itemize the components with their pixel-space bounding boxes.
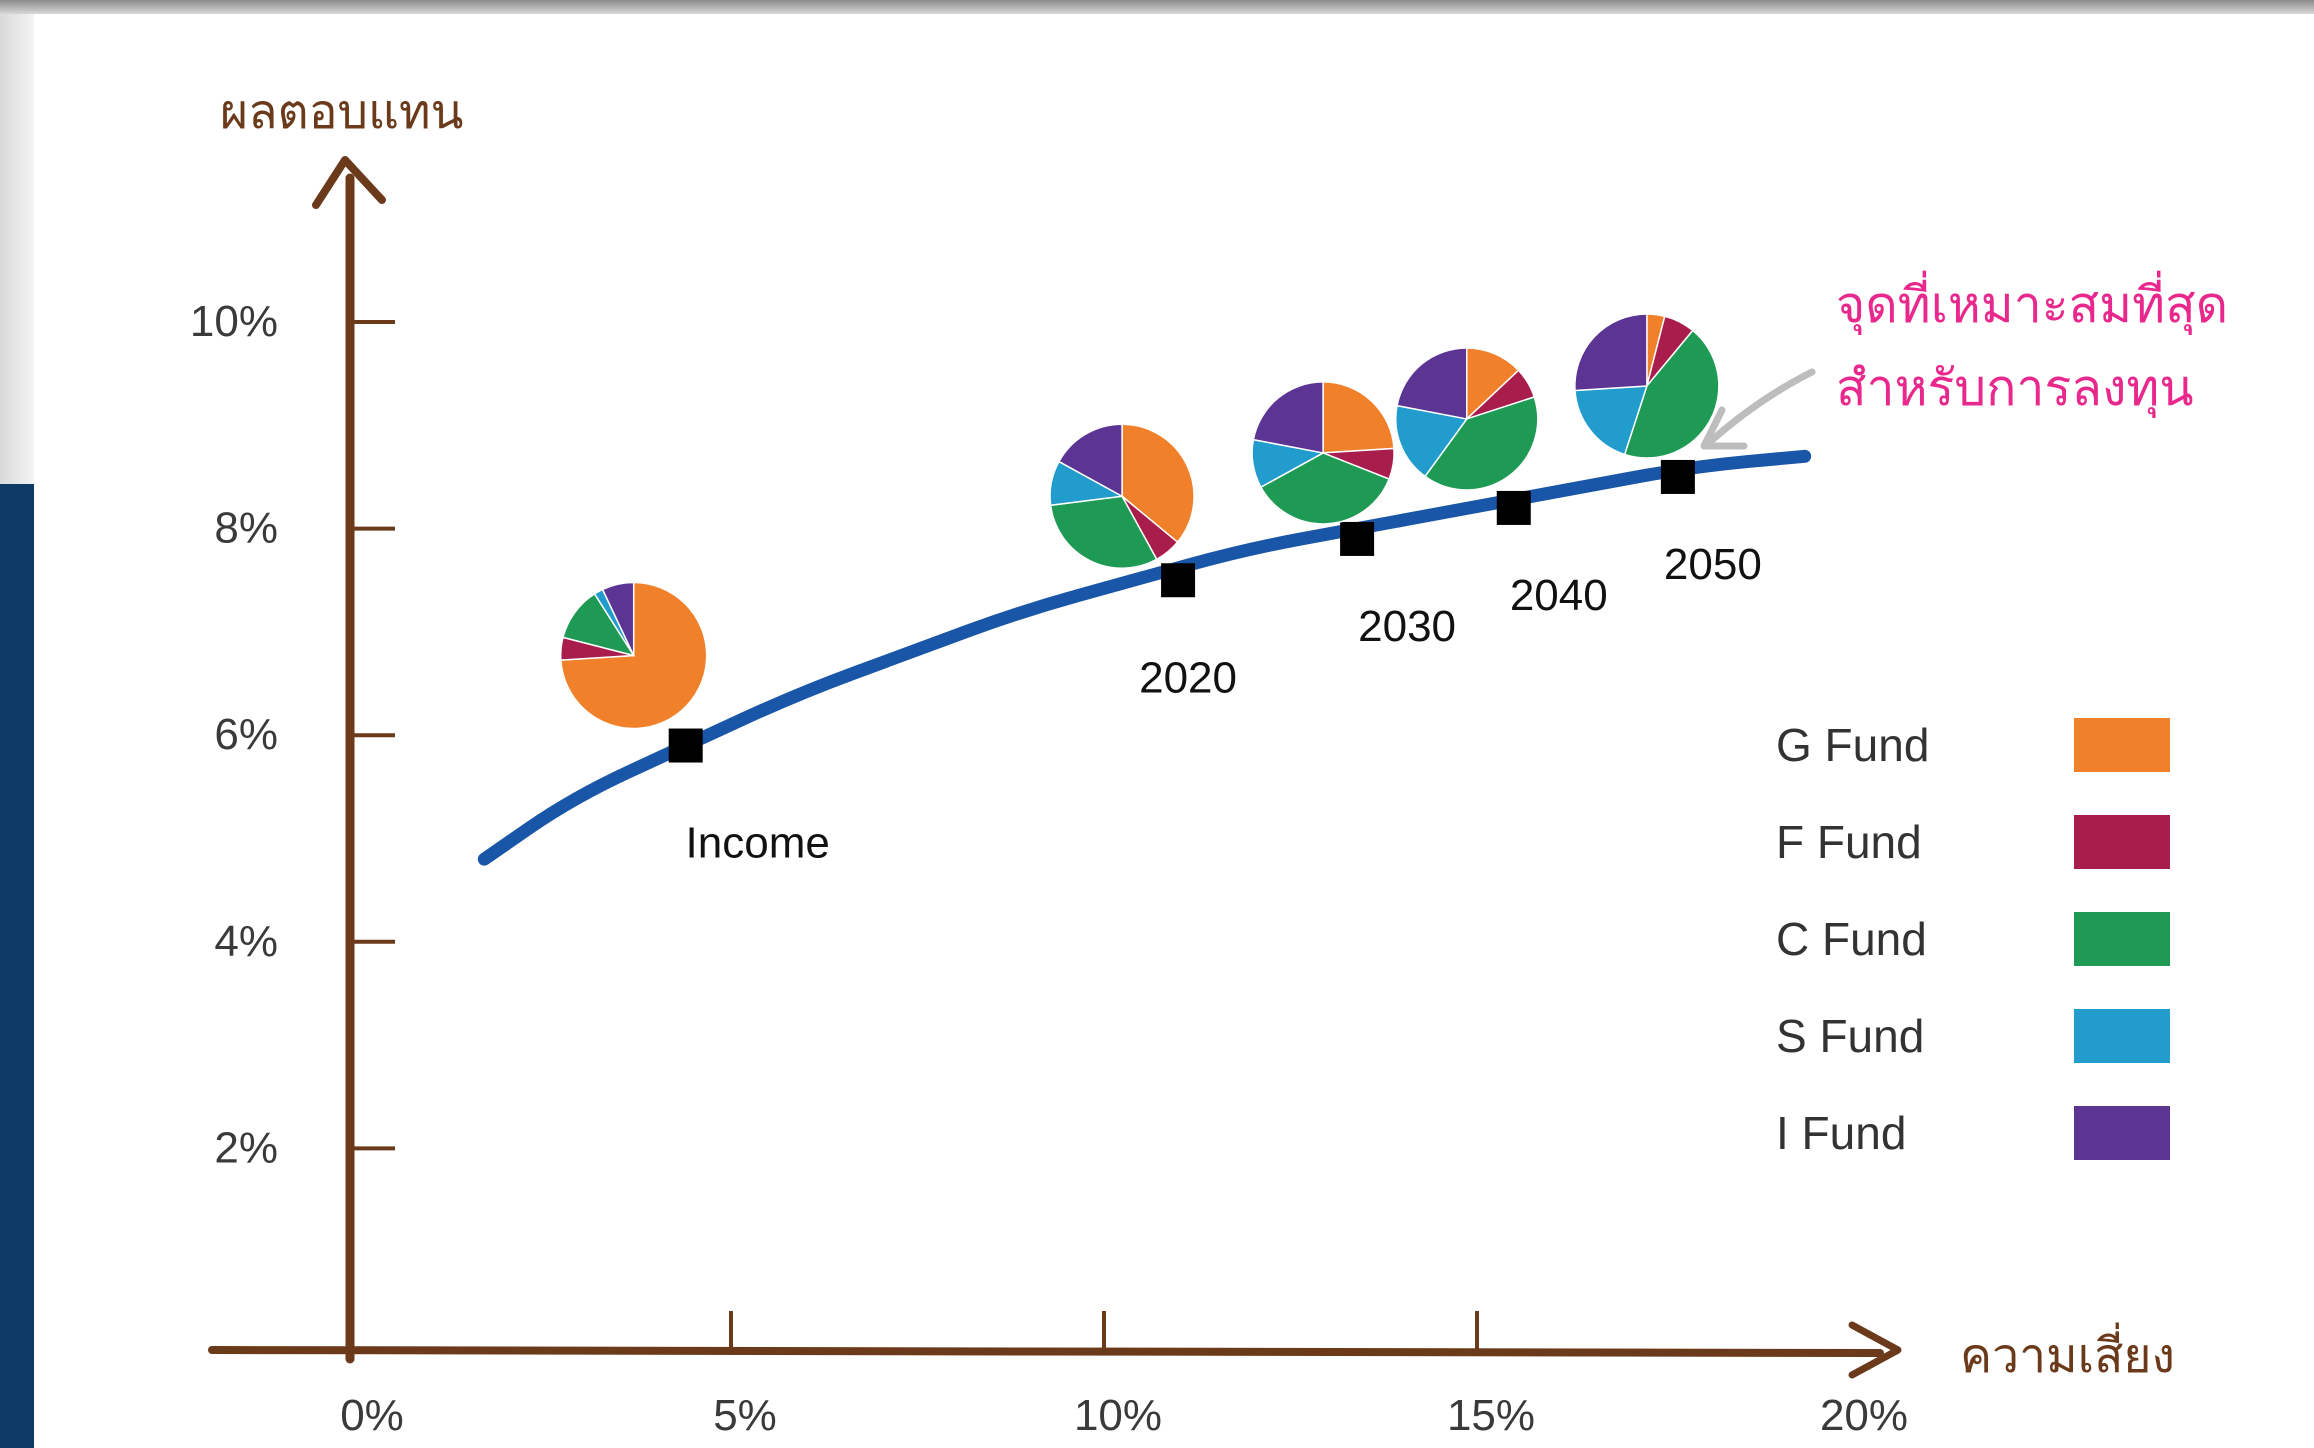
legend-label: G Fund (1776, 719, 1929, 771)
y-axis-arrowhead (312, 156, 386, 209)
frontier-curve (477, 449, 1812, 866)
legend-swatch (2074, 815, 2170, 869)
y-axis-title: ผลตอบแทน (220, 86, 463, 139)
pie-slice (1466, 347, 1520, 421)
window-left-edge (0, 14, 34, 484)
x-axis-arrowhead (1848, 1321, 1902, 1379)
legend-swatch (2074, 912, 2170, 966)
pie-slice (1252, 381, 1324, 454)
point-label: 2050 (1664, 540, 1762, 589)
point-marker (1161, 563, 1196, 598)
y-tick-label: 4% (214, 917, 278, 966)
x-tick-label: 5% (713, 1391, 777, 1440)
pie-slice (1623, 329, 1720, 459)
x-tick-label: 15% (1447, 1391, 1535, 1440)
annotation-arrow-shaft (1708, 368, 1816, 444)
axes: 2% 4% 6% 8% 10% 0% 5% 10% 15% 20% ผลตอบแทนความเสี่… (190, 86, 2175, 1440)
pie-slice (1322, 381, 1395, 454)
allocation-pies (559, 313, 1720, 730)
x-tick-label: 20% (1820, 1391, 1908, 1440)
legend-label: I Fund (1776, 1107, 1906, 1159)
x-tick-label: 0% (340, 1391, 404, 1440)
y-tick-label: 2% (214, 1123, 278, 1172)
pie-slice (1057, 423, 1123, 498)
legend-label: S Fund (1776, 1010, 1924, 1062)
pie-slice (1423, 396, 1539, 491)
point-marker (1496, 490, 1531, 525)
point-label: 2030 (1358, 602, 1456, 651)
portfolio-points: Income 2020 2030 2040 2050 (668, 459, 1762, 868)
window-left-panel (0, 484, 34, 1448)
x-axis-line (208, 1346, 1884, 1357)
optimal-point-annotation: จุดที่เหมาะสมที่สุดสำหรับการลงทุน (1700, 271, 2228, 450)
legend-label: F Fund (1776, 816, 1922, 868)
point-marker (1660, 459, 1695, 494)
x-tick-label: 10% (1074, 1391, 1162, 1440)
point-label: 2020 (1139, 653, 1237, 702)
y-tick-label: 10% (190, 297, 278, 346)
pie-slice (1121, 423, 1195, 544)
annotation-line: จุดที่เหมาะสมที่สุด (1836, 271, 2228, 335)
x-axis-title: ความเสี่ยง (1960, 1322, 2175, 1383)
annotation-line: สำหรับการลงทุน (1836, 360, 2194, 418)
legend-label: C Fund (1776, 913, 1927, 965)
legend-swatch (2074, 1106, 2170, 1160)
pie-slice (601, 581, 635, 656)
annotation-arrow-head (1700, 406, 1748, 450)
y-tick-label: 6% (214, 710, 278, 759)
legend: G Fund F Fund C Fund S Fund I Fund (1776, 718, 2170, 1160)
pie-slice (1574, 385, 1648, 456)
pie-slice (1049, 495, 1158, 569)
point-label: 2040 (1510, 571, 1608, 620)
pie-slice (1396, 347, 1468, 420)
y-tick-label: 8% (214, 504, 278, 553)
point-marker (668, 728, 703, 763)
pie-slice (1259, 452, 1391, 525)
point-marker (1340, 521, 1375, 556)
legend-swatch (2074, 718, 2170, 772)
legend-swatch (2074, 1009, 2170, 1063)
window-top-bar (0, 0, 2314, 14)
efficient-frontier (477, 449, 1812, 866)
point-label: Income (686, 819, 830, 868)
pie-slice (1574, 313, 1648, 392)
pie-slice (1395, 404, 1469, 478)
